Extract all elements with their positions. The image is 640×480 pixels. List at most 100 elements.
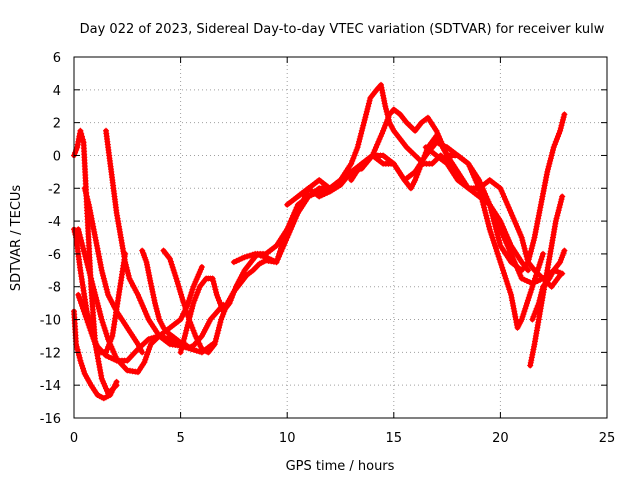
data-point	[108, 355, 115, 362]
data-point	[216, 297, 222, 304]
data-point	[528, 286, 535, 293]
data-point	[181, 335, 188, 342]
data-point	[98, 313, 104, 320]
data-point	[76, 354, 83, 361]
data-point	[77, 297, 84, 304]
data-point	[499, 223, 506, 230]
data-point	[520, 240, 527, 246]
data-point	[421, 152, 428, 159]
data-point	[238, 255, 245, 262]
y-tick-label: 2	[53, 117, 61, 132]
data-point	[148, 335, 155, 342]
data-point	[230, 289, 237, 296]
data-point	[276, 250, 283, 257]
data-point	[216, 322, 223, 328]
data-point	[96, 308, 103, 315]
data-point	[100, 272, 107, 279]
data-point	[145, 336, 152, 343]
data-point	[91, 338, 98, 345]
data-point	[555, 133, 561, 140]
data-point	[318, 192, 325, 199]
data-point	[361, 116, 368, 123]
data-point	[499, 264, 506, 271]
data-point	[80, 305, 86, 312]
data-point	[488, 207, 495, 214]
data-point	[558, 196, 565, 203]
data-point	[211, 283, 218, 290]
data-point	[540, 250, 546, 257]
data-point	[275, 253, 282, 260]
data-point	[501, 193, 507, 200]
data-point	[285, 223, 292, 230]
data-point	[515, 226, 522, 233]
data-point	[214, 330, 221, 337]
data-point	[246, 252, 253, 259]
data-point	[95, 305, 102, 312]
data-point	[137, 297, 144, 304]
data-point	[87, 327, 94, 334]
data-point	[527, 250, 534, 257]
data-point	[525, 294, 532, 301]
data-point	[375, 138, 382, 145]
data-point	[521, 308, 528, 315]
data-point	[481, 207, 488, 214]
data-point	[365, 103, 372, 110]
data-point	[197, 343, 204, 350]
data-point	[383, 106, 389, 112]
data-point	[525, 267, 532, 274]
data-point	[535, 300, 542, 307]
data-point	[177, 288, 184, 295]
data-point	[535, 215, 542, 222]
data-point	[521, 245, 528, 252]
data-point	[514, 223, 520, 230]
data-point	[486, 223, 492, 230]
data-point	[249, 251, 256, 258]
data-point	[384, 116, 391, 123]
data-point	[83, 193, 90, 200]
x-tick-label: 5	[176, 431, 184, 446]
data-point	[143, 354, 150, 361]
data-point	[212, 286, 219, 293]
data-point	[236, 256, 243, 263]
data-point	[123, 264, 130, 271]
data-point	[501, 226, 507, 233]
data-point	[358, 127, 365, 134]
data-point	[501, 272, 508, 279]
data-point	[90, 335, 97, 342]
data-point	[528, 248, 534, 255]
data-point	[282, 231, 289, 238]
data-point	[226, 300, 233, 307]
data-point	[112, 381, 119, 388]
data-point	[537, 291, 544, 298]
data-point	[352, 149, 359, 156]
data-point	[374, 141, 381, 148]
data-point	[99, 319, 106, 326]
data-point	[150, 291, 157, 298]
data-point	[357, 133, 364, 140]
data-point	[278, 242, 285, 249]
data-point	[192, 294, 199, 301]
data-point	[507, 289, 514, 296]
data-point	[349, 157, 356, 164]
data-point	[80, 308, 87, 315]
data-point	[366, 97, 373, 104]
data-point	[83, 256, 90, 263]
data-point	[526, 253, 533, 260]
y-tick-label: 6	[53, 51, 61, 66]
data-point	[483, 212, 490, 219]
data-point	[533, 305, 540, 312]
data-point	[485, 220, 492, 227]
data-point	[144, 313, 151, 320]
data-point	[532, 231, 538, 238]
data-point	[83, 259, 90, 266]
data-point	[508, 250, 515, 257]
data-point	[501, 270, 507, 277]
chart-title: Day 022 of 2023, Sidereal Day-to-day VTE…	[80, 22, 605, 37]
data-point	[82, 188, 89, 194]
data-point	[98, 316, 105, 323]
data-point	[90, 283, 97, 290]
data-point	[149, 286, 155, 293]
data-point	[111, 384, 118, 391]
data-point	[360, 122, 367, 129]
data-point	[147, 277, 154, 284]
